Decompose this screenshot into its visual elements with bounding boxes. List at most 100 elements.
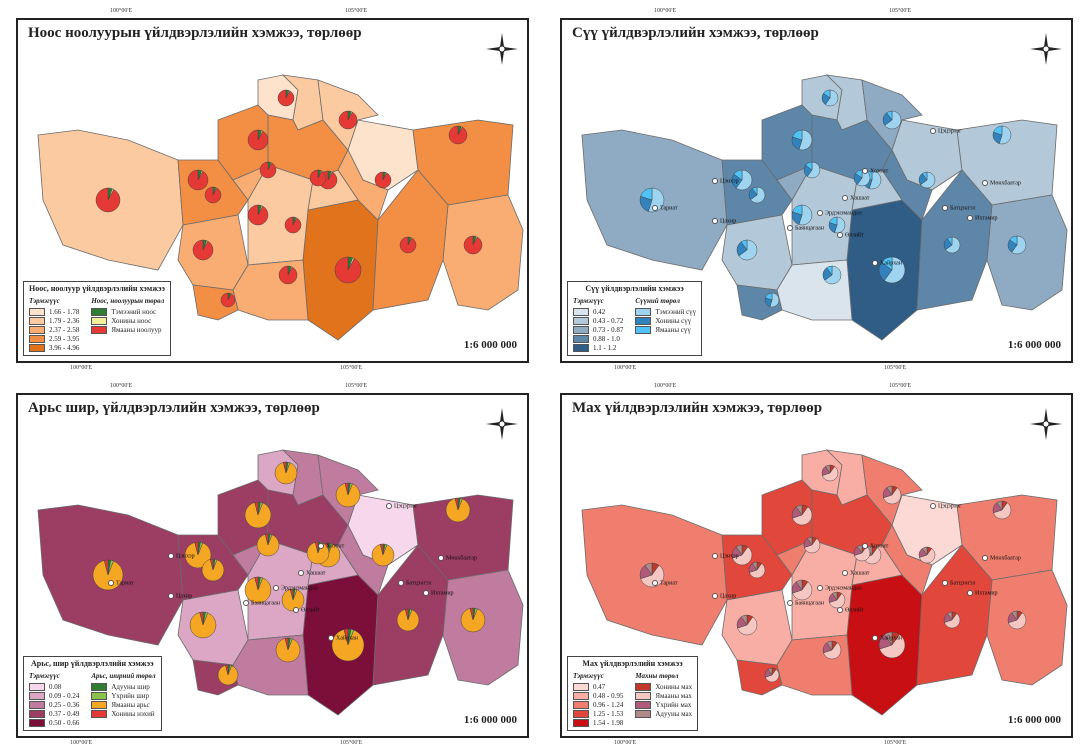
- legend-swatch: [91, 316, 108, 325]
- legend-swatch: [29, 325, 45, 334]
- legend-class-item: 0.37 - 0.49: [29, 709, 79, 718]
- pie-chart-slice: [883, 487, 902, 505]
- legend-class-label: 0.96 - 1.24: [593, 700, 624, 709]
- legend-class-label: 1.1 - 1.2: [593, 343, 617, 352]
- soum-region[interactable]: [232, 164, 269, 201]
- pie-chart-slice: [103, 559, 109, 576]
- pie-chart-slice: [750, 186, 766, 204]
- pie-chart-slice: [220, 292, 236, 308]
- pie-chart-slice: [282, 461, 287, 474]
- pie-chart-slice: [792, 506, 813, 526]
- legend-swatch: [573, 325, 589, 334]
- soum-region[interactable]: [442, 569, 524, 686]
- legend-swatch: [91, 307, 108, 316]
- soum-label: Батцэнгэл: [398, 580, 432, 586]
- soum-label: Ихтамир: [423, 590, 454, 596]
- legend-class-item: 1.25 - 1.53: [573, 709, 623, 718]
- legend-class-item: 2.59 - 3.95: [29, 334, 79, 343]
- pie-chart-slice: [921, 171, 928, 181]
- soum-label: Ихтамир: [967, 215, 998, 221]
- legend-type-item: Тэмээний ноос: [91, 307, 164, 316]
- legend-type-label: Хонины нэхий: [111, 709, 155, 718]
- legend-class-label: 0.73 - 0.87: [593, 325, 624, 334]
- pie-chart-slice: [826, 640, 833, 651]
- legend-class-item: 0.48 - 0.95: [573, 691, 623, 700]
- legend-type-item: Хонины мах: [635, 682, 692, 691]
- soum-region[interactable]: [442, 194, 524, 311]
- legend-class-label: 1.79 - 2.36: [49, 316, 80, 325]
- pie-chart-slice: [187, 169, 209, 191]
- pie-chart-slice: [254, 576, 259, 591]
- pie-chart-slice: [184, 542, 212, 569]
- soum-region[interactable]: [721, 214, 793, 291]
- legend-type-header: Сүүний төрөл: [635, 297, 680, 305]
- longitude-label-top: 105°00'E: [889, 383, 912, 389]
- longitude-label-bottom: 100°00'E: [70, 365, 93, 371]
- soum-label: Баянцагаан: [243, 600, 280, 606]
- soum-region[interactable]: [776, 539, 813, 576]
- soum-label: Цахир: [712, 593, 736, 599]
- pie-chart-slice: [765, 292, 773, 301]
- pie-chart-slice: [826, 265, 833, 276]
- legend-swatch: [635, 325, 652, 334]
- pie-chart-slice: [278, 265, 298, 285]
- soum-region[interactable]: [986, 569, 1068, 686]
- pie-chart-slice: [823, 642, 842, 660]
- longitude-label-top: 100°00'E: [110, 383, 133, 389]
- pie-chart-slice: [1011, 610, 1018, 621]
- soum-label: Эрдэнэмандал: [817, 210, 862, 216]
- legend-type-item: Адууны мах: [635, 709, 692, 718]
- soum-region[interactable]: [776, 164, 813, 201]
- legend-class-header: Тэрмэгүүс: [573, 672, 604, 680]
- legend-swatch: [573, 718, 589, 727]
- soum-label: Баянцагаан: [787, 600, 824, 606]
- pie-chart-slice: [274, 462, 298, 485]
- pie-chart-slice: [740, 239, 748, 251]
- legend-class-item: 0.42: [573, 307, 623, 316]
- pie-chart-slice: [737, 616, 758, 636]
- legend-class-label: 0.88 - 1.0: [593, 334, 620, 343]
- pie-chart-slice: [946, 236, 953, 246]
- map-scale: 1:6 000 000: [463, 714, 517, 726]
- legend-swatch: [635, 682, 652, 691]
- pie-chart-slice: [733, 169, 743, 181]
- legend-class-label: 0.37 - 0.49: [49, 709, 80, 718]
- north-arrow-icon: [486, 408, 518, 440]
- soum-label: Хашаат: [842, 570, 869, 576]
- map-scale: 1:6 000 000: [1007, 714, 1061, 726]
- legend-type-label: Хонины сүү: [655, 316, 692, 325]
- pie-chart-slice: [277, 89, 295, 107]
- legend-type-label: Ямааны арьс: [111, 700, 150, 709]
- legend-swatch: [573, 307, 589, 316]
- pie-chart-slice: [822, 466, 839, 482]
- pie-chart-slice: [804, 538, 821, 554]
- soum-label: Ихтамир: [967, 590, 998, 596]
- pie-chart-slice: [993, 502, 1012, 520]
- legend-class-item: 0.50 - 0.66: [29, 718, 79, 727]
- legend-swatch: [635, 700, 652, 709]
- pie-chart-slice: [335, 483, 361, 508]
- legend-swatch: [573, 334, 589, 343]
- pie-chart-slice: [209, 558, 214, 571]
- legend-swatch: [91, 682, 108, 691]
- pie-chart-slice: [463, 235, 483, 255]
- pie-chart-slice: [738, 239, 758, 261]
- longitude-label-bottom: 105°00'E: [340, 365, 363, 371]
- soum-label: Цэнхэр: [712, 553, 739, 559]
- legend-class-item: 1.79 - 2.36: [29, 316, 79, 325]
- pie-chart-slice: [194, 541, 199, 556]
- pie-chart-slice: [192, 239, 214, 261]
- soum-label: Тариат: [108, 580, 134, 586]
- soum-label: Цэнхэр: [712, 178, 739, 184]
- legend-swatch: [29, 334, 45, 343]
- choropleth-map: [37, 74, 524, 341]
- legend-swatch: [29, 691, 45, 700]
- north-arrow-icon: [1030, 33, 1062, 65]
- soum-region[interactable]: [721, 589, 793, 666]
- legend-swatch: [91, 709, 108, 718]
- soum-region[interactable]: [986, 194, 1068, 311]
- pie-chart-slice: [284, 216, 302, 234]
- map-title: Сүү үйлдвэрлэлийн хэмжээ, төрлөөр: [572, 25, 819, 41]
- legend-type-label: Адууны шир: [111, 682, 150, 691]
- legend-type-label: Хонины мах: [655, 682, 693, 691]
